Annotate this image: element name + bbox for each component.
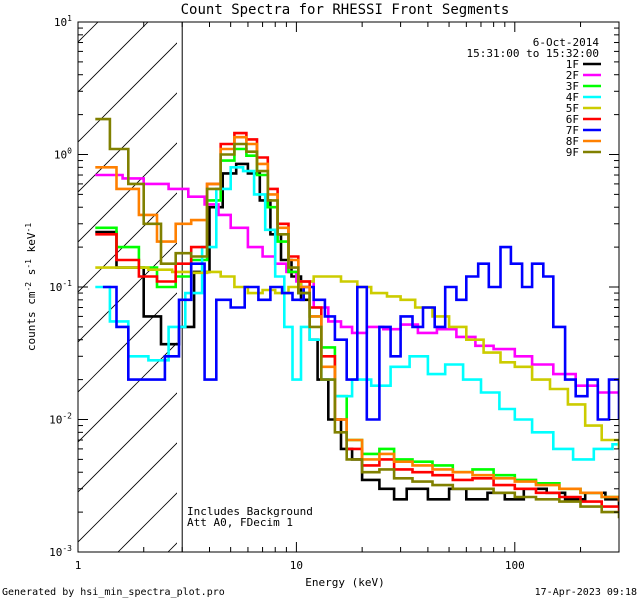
- y-tick-label: 100: [54, 147, 72, 162]
- series-line-5f: [95, 266, 619, 449]
- legend: 6-Oct-2014 15:31:00 to 15:32:00 1F2F3F4F…: [467, 36, 601, 159]
- legend-label-5f: 5F: [566, 102, 579, 115]
- series-line-2f: [95, 173, 619, 397]
- hatch-line: [78, 442, 177, 543]
- y-tick-label: 10-1: [49, 279, 72, 294]
- x-axis-label: Energy (keV): [305, 576, 384, 589]
- legend-label-6f: 6F: [566, 113, 579, 126]
- hatch-lines: [0, 0, 177, 552]
- footer-timestamp: 17-Apr-2023 09:18: [535, 587, 637, 598]
- hatch-line: [78, 192, 177, 293]
- legend-date: 6-Oct-2014: [533, 36, 600, 49]
- annotation-attenuator: Att A0, FDecim 1: [187, 516, 293, 529]
- series-line-9f: [95, 117, 619, 519]
- legend-label-9f: 9F: [566, 146, 579, 159]
- legend-label-8f: 8F: [566, 135, 579, 148]
- legend-label-4f: 4F: [566, 91, 579, 104]
- legend-label-1f: 1F: [566, 58, 579, 71]
- x-tick-label: 100: [505, 559, 525, 572]
- chart-title: Count Spectra for RHESSI Front Segments: [181, 2, 510, 18]
- shaded-region: [0, 0, 183, 552]
- y-tick-label: 10-2: [49, 412, 72, 427]
- hatch-line: [78, 22, 149, 93]
- legend-label-3f: 3F: [566, 80, 579, 93]
- hatch-line: [78, 392, 177, 493]
- axes: 1 10 100 10-3 10-2 10-1 100 101: [49, 14, 620, 572]
- hatch-line: [78, 242, 177, 343]
- hatch-line: [78, 42, 177, 143]
- footer-generator: Generated by hsi_min_spectra_plot.pro: [2, 587, 225, 598]
- series-line-7f: [102, 245, 619, 421]
- x-tick-label: 10: [290, 559, 303, 572]
- x-tick-label: 1: [75, 559, 82, 572]
- y-tick-label: 10-3: [49, 544, 72, 559]
- y-tick-label: 101: [54, 14, 72, 29]
- legend-time-range: 15:31:00 to 15:32:00: [467, 47, 599, 60]
- annotation-background: Includes Background: [187, 505, 313, 518]
- hatch-line: [0, 0, 78, 552]
- legend-label-7f: 7F: [566, 124, 579, 137]
- hatch-line: [78, 22, 99, 43]
- series-group: [95, 117, 619, 519]
- series-line-1f: [95, 162, 619, 507]
- y-axis-label: counts cm-2 s-1 keV-1: [24, 223, 38, 351]
- series-clip-group: [95, 117, 619, 519]
- legend-label-2f: 2F: [566, 69, 579, 82]
